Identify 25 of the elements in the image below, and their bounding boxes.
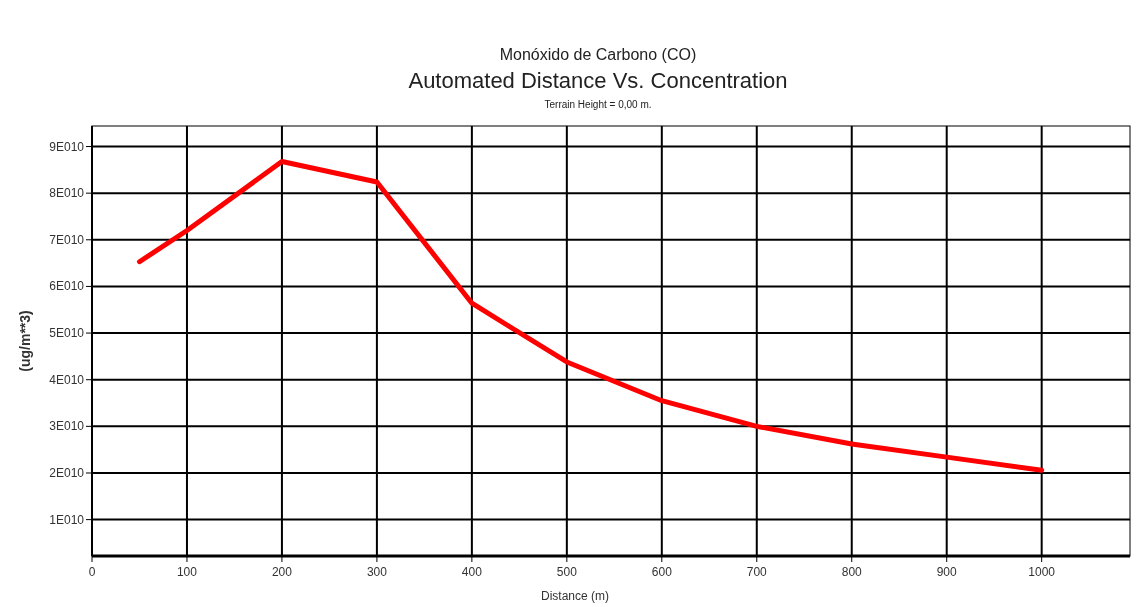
y-tick-label: 9E010 xyxy=(49,139,85,154)
text: Monóxido de Carbono (CO) xyxy=(499,46,697,63)
y-tick-label: 2E010 xyxy=(49,465,85,480)
y-axis-title: (ug/m**3) xyxy=(17,310,33,372)
y-tick-label: 3E010 xyxy=(49,419,85,434)
y-tick-label: 5E010 xyxy=(49,326,85,341)
x-tick-label: 300 xyxy=(366,565,388,579)
x-tick-label: 400 xyxy=(461,565,483,579)
y-tick-label: 8E010 xyxy=(49,186,85,201)
chart-subtitle: Terrain Height = 0,00 m. xyxy=(544,99,652,110)
y-tick-label: 1E010 xyxy=(49,512,85,527)
y-tick-label: 7E010 xyxy=(49,232,85,247)
x-tick-label: 100 xyxy=(176,565,198,579)
y-tick-label: 6E010 xyxy=(49,279,85,294)
x-tick-label: 500 xyxy=(556,565,578,579)
x-tick-label: 600 xyxy=(651,565,673,579)
x-tick-label: 800 xyxy=(841,565,863,579)
x-tick-label: 0 xyxy=(88,565,96,579)
x-tick-label: 200 xyxy=(271,565,293,579)
y-tick-label: 4E010 xyxy=(49,372,85,387)
x-tick-label: 900 xyxy=(936,565,958,579)
x-tick-label: 1000 xyxy=(1028,565,1056,579)
chart-title: Automated Distance Vs. Concentration xyxy=(408,68,788,93)
x-axis-title: Distance (m) xyxy=(540,589,610,603)
x-tick-label: 700 xyxy=(746,565,768,579)
